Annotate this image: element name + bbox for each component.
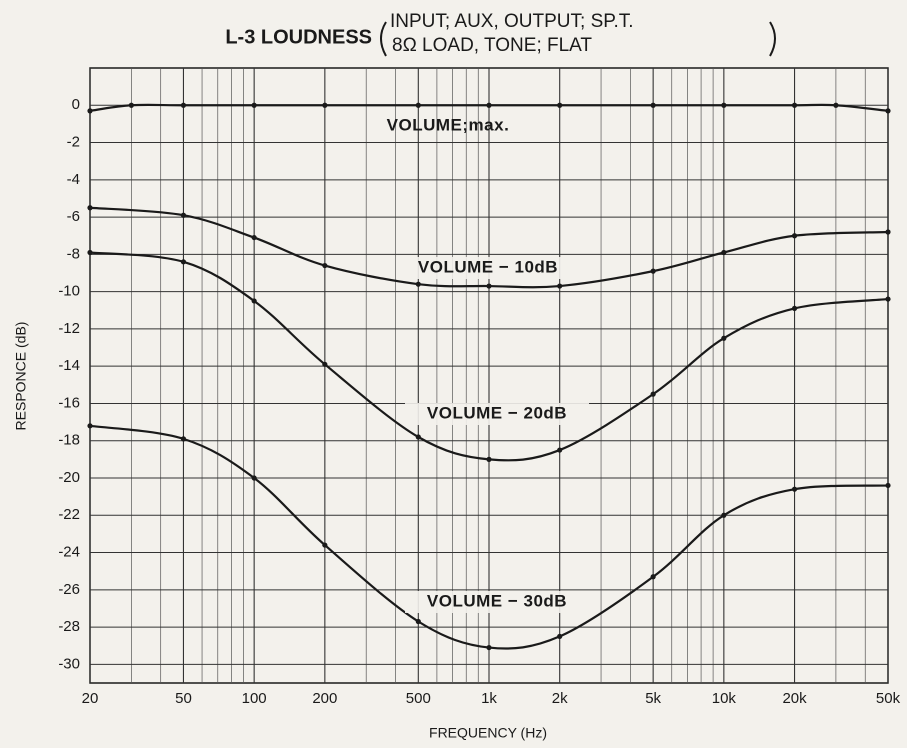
data-point	[650, 391, 656, 397]
x-tick-label: 500	[406, 690, 431, 707]
paren	[769, 21, 776, 57]
data-point	[322, 542, 328, 548]
data-point	[322, 262, 328, 269]
data-point	[322, 361, 328, 367]
data-point	[251, 234, 257, 241]
x-tick-label: 1k	[481, 690, 497, 707]
data-point	[791, 486, 798, 492]
data-point	[721, 249, 727, 256]
y-tick-label: -12	[58, 320, 80, 337]
data-point	[128, 102, 134, 108]
data-point	[180, 102, 187, 108]
x-tick-label: 50	[175, 690, 192, 707]
chart-title: L-3 LOUDNESS	[225, 26, 372, 48]
series-label: VOLUME − 10dB	[418, 257, 558, 276]
series-label: VOLUME − 30dB	[427, 591, 567, 610]
data-point	[415, 618, 421, 625]
data-point	[791, 233, 798, 239]
data-point	[557, 447, 563, 453]
y-tick-label: -22	[58, 506, 80, 523]
data-point	[486, 283, 492, 289]
data-point	[87, 423, 93, 429]
data-point	[650, 102, 656, 108]
x-axis-label: FREQUENCY (Hz)	[429, 725, 547, 741]
x-tick-label: 10k	[712, 690, 737, 707]
data-point	[885, 482, 891, 489]
paren	[380, 21, 387, 57]
y-tick-label: -30	[58, 655, 80, 672]
data-point	[415, 102, 421, 108]
y-tick-label: -24	[58, 544, 80, 561]
data-point	[180, 212, 187, 218]
data-point	[885, 229, 891, 235]
y-tick-label: -18	[58, 432, 80, 449]
data-point	[721, 512, 727, 518]
y-tick-label: -8	[67, 245, 80, 262]
x-tick-label: 2k	[552, 690, 568, 707]
y-tick-label: -28	[58, 618, 80, 635]
x-tick-label: 5k	[645, 690, 661, 707]
y-tick-label: -16	[58, 394, 80, 411]
y-tick-label: -20	[58, 469, 80, 486]
label-bg	[396, 257, 580, 279]
data-point	[650, 268, 656, 274]
y-tick-label: -10	[58, 283, 80, 300]
data-point	[833, 102, 839, 108]
x-tick-label: 20k	[782, 690, 807, 707]
x-tick-label: 20	[82, 690, 99, 707]
data-point	[180, 259, 187, 265]
data-point	[721, 335, 727, 341]
title-condition: 8Ω LOAD, TONE; FLAT	[392, 35, 592, 56]
data-point	[721, 102, 727, 108]
data-point	[180, 436, 187, 442]
y-tick-label: -6	[67, 208, 80, 225]
data-point	[557, 283, 563, 289]
y-axis-label: RESPONCE (dB)	[13, 322, 29, 431]
data-point	[486, 102, 492, 108]
data-point	[87, 249, 93, 256]
y-tick-label: -14	[58, 357, 80, 374]
x-tick-label: 100	[242, 690, 267, 707]
data-point	[486, 644, 492, 651]
y-tick-label: -2	[67, 134, 80, 151]
y-tick-label: -26	[58, 581, 80, 598]
data-point	[557, 102, 563, 108]
series-label: VOLUME − 20dB	[427, 403, 567, 422]
label-bg	[405, 403, 589, 425]
data-point	[415, 434, 421, 440]
y-tick-label: 0	[72, 96, 80, 113]
data-point	[87, 108, 93, 114]
data-point	[885, 108, 891, 114]
data-point	[650, 574, 656, 580]
data-point	[415, 281, 421, 287]
data-point	[251, 102, 257, 108]
x-tick-label: 50k	[876, 690, 901, 707]
data-point	[486, 456, 492, 462]
title-condition: INPUT; AUX, OUTPUT; SP.T.	[390, 11, 634, 32]
data-point	[251, 475, 257, 481]
data-point	[251, 298, 257, 304]
data-point	[791, 102, 798, 108]
data-point	[322, 102, 328, 108]
y-tick-label: -4	[67, 171, 80, 188]
series-label: VOLUME;max.	[387, 115, 510, 134]
data-point	[885, 296, 891, 302]
x-tick-label: 200	[312, 690, 337, 707]
data-point	[87, 205, 93, 211]
data-point	[557, 633, 563, 640]
data-point	[791, 305, 798, 312]
label-bg	[405, 591, 589, 613]
